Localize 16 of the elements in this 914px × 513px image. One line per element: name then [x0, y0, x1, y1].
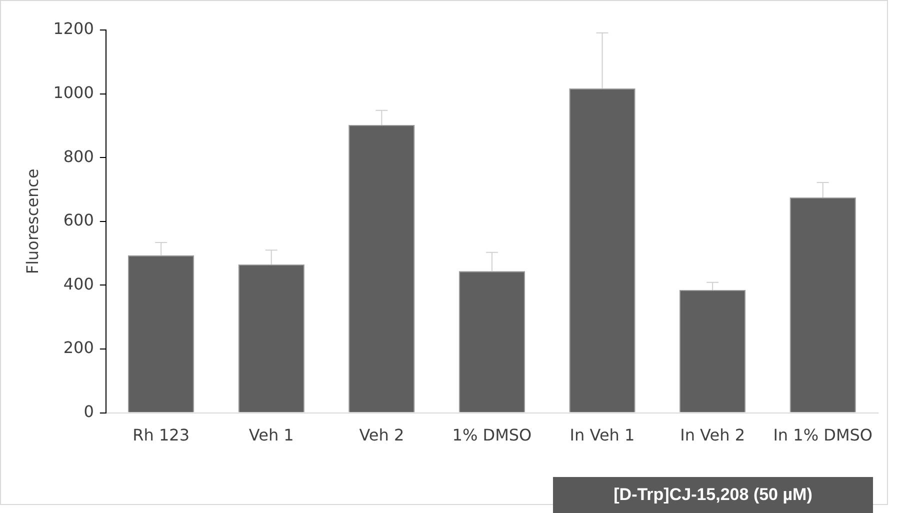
x-tick-label: In Veh 2 — [680, 426, 746, 445]
y-tick-label: 200 — [63, 338, 94, 358]
y-tick-label: 800 — [63, 146, 94, 166]
y-tick-label: 1000 — [53, 82, 94, 102]
y-tick-label: 600 — [63, 210, 94, 230]
x-tick-label: Veh 2 — [359, 426, 404, 445]
y-axis-title: Fluorescence — [22, 168, 42, 274]
x-tick-label: In 1% DMSO — [773, 426, 872, 445]
text: [D-Trp]CJ-15,208 (50 µM) — [553, 477, 873, 513]
y-tick-label: 1200 — [53, 19, 94, 38]
x-tick-label: In Veh 1 — [570, 426, 635, 445]
x-tick-label: 1% DMSO — [452, 426, 532, 445]
y-tick-label: 400 — [63, 274, 94, 294]
x-tick-label: Veh 1 — [248, 426, 294, 445]
x-tick-label: Rh 123 — [132, 426, 190, 445]
y-tick-label: 0 — [84, 402, 94, 421]
